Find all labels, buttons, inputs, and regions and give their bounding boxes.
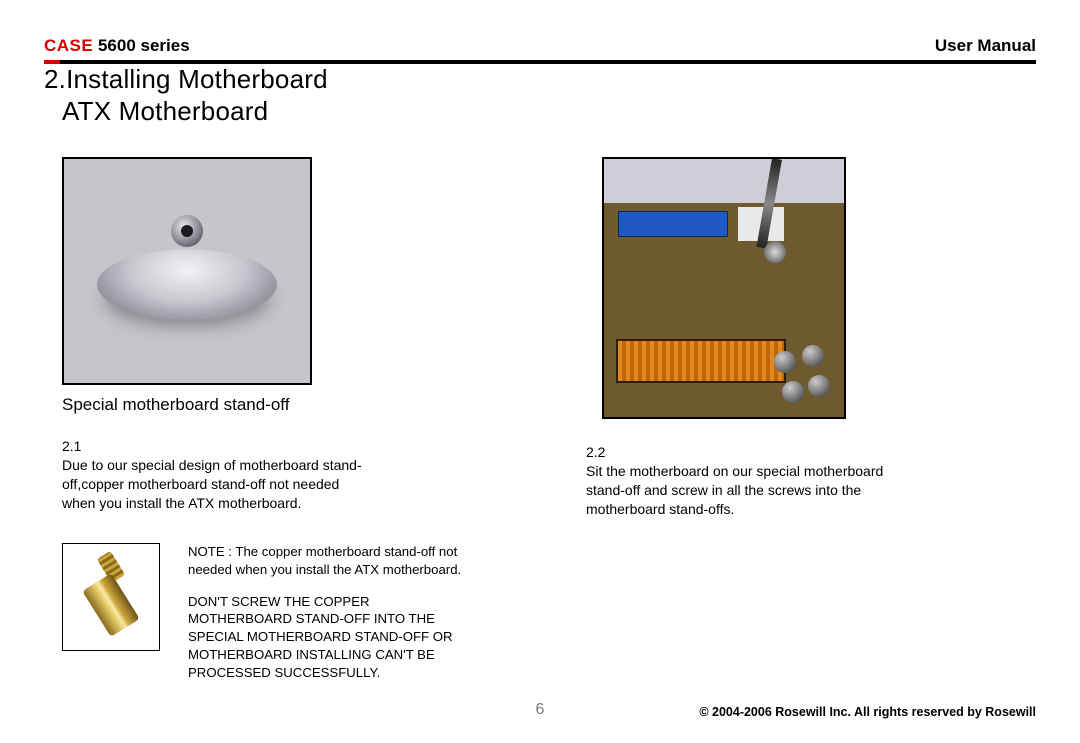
figure-standoff (62, 157, 312, 385)
brand-series: 5600 series (93, 36, 189, 55)
standoff-hole-icon (181, 225, 193, 237)
step-2-1-number: 2.1 (62, 437, 362, 456)
footer: © 2004-2006 Rosewill Inc. All rights res… (44, 705, 1036, 719)
mb-connector-icon (618, 211, 728, 237)
section-title-line1: 2.Installing Motherboard (44, 64, 1036, 96)
section-title-line2: ATX Motherboard (44, 96, 1036, 128)
header-rule (44, 60, 1036, 64)
figure-brass-standoff (62, 543, 160, 651)
step-2-2: 2.2 Sit the motherboard on our special m… (586, 443, 886, 519)
document-type: User Manual (935, 36, 1036, 56)
step-2-2-number: 2.2 (586, 443, 886, 462)
note-line1: NOTE : The copper motherboard stand-off … (188, 543, 464, 579)
product-brand: CASE 5600 series (44, 36, 190, 56)
brass-body-icon (82, 574, 139, 638)
step-2-2-text: Sit the motherboard on our special mothe… (586, 462, 886, 519)
step-2-1: 2.1 Due to our special design of motherb… (62, 437, 362, 513)
section-title: 2.Installing Motherboard ATX Motherboard (44, 64, 1036, 127)
header-rule-accent (44, 60, 60, 64)
content-columns: Special motherboard stand-off 2.1 Due to… (44, 157, 1036, 695)
manual-page: CASE 5600 series User Manual 2.Installin… (0, 0, 1080, 743)
figure-standoff-caption: Special motherboard stand-off (62, 395, 464, 415)
step-2-1-text: Due to our special design of motherboard… (62, 456, 362, 513)
mb-case-edge (604, 159, 844, 203)
standoff-cone-icon (97, 249, 277, 319)
left-column: Special motherboard stand-off 2.1 Due to… (44, 157, 464, 695)
note-line2: DON'T SCREW THE COPPER MOTHERBOARD STAND… (188, 593, 464, 682)
figure-motherboard (602, 157, 846, 419)
header-row: CASE 5600 series User Manual (44, 34, 1036, 56)
right-column: 2.2 Sit the motherboard on our special m… (584, 157, 944, 695)
mb-ram-slot-icon (616, 339, 786, 383)
note-text: NOTE : The copper motherboard stand-off … (188, 543, 464, 696)
copyright: © 2004-2006 Rosewill Inc. All rights res… (699, 705, 1036, 719)
note-row: NOTE : The copper motherboard stand-off … (62, 543, 464, 696)
brand-case: CASE (44, 36, 93, 55)
